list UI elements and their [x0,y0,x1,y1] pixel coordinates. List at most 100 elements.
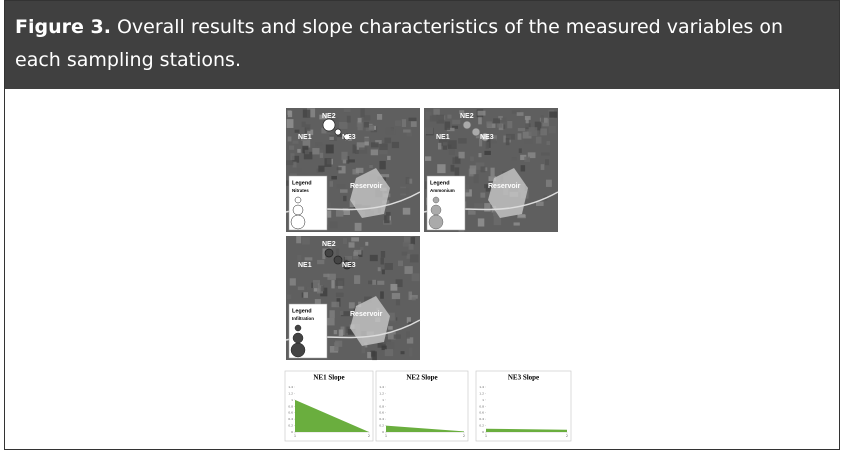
legend-title: Legend [292,180,312,186]
map-texture [388,326,393,330]
map-label: NE2 [322,113,336,120]
y-tick-label: 0.2 [379,424,384,428]
map-texture [351,237,359,241]
map-texture [547,141,551,145]
map-texture [474,174,479,183]
map-texture [402,119,406,127]
map-texture [406,331,409,338]
map-texture [518,128,525,131]
map-texture [478,111,486,116]
map-texture [386,128,394,134]
map-label: Reservoir [350,183,383,190]
map-texture [297,168,301,171]
map-texture [381,251,385,258]
map-texture [313,280,320,288]
y-tick-label: 1.4 [379,385,384,389]
map-texture [290,153,294,160]
map-texture [365,242,368,246]
map-texture [484,203,490,212]
station-marker [463,121,471,129]
map-texture [438,143,441,150]
map-texture [340,311,343,315]
y-tick-label: 0 [382,430,384,434]
legend-symbol [293,333,303,343]
map-texture [443,146,447,150]
map-texture [371,142,379,147]
y-tick-label: 0.6 [288,411,293,415]
map-texture [321,286,324,292]
map-texture [360,108,364,117]
chart-title: NE3 Slope [508,374,539,382]
map-texture [293,140,299,143]
map-texture [549,126,556,134]
map-texture [506,138,510,145]
map-texture [337,184,345,188]
map-texture [303,292,308,298]
map-label: Reservoir [488,183,521,190]
station-marker [325,249,333,257]
map-texture [329,137,333,140]
y-tick-label: 1.2 [479,391,484,395]
map-texture [481,166,486,172]
map-texture [377,114,382,120]
map-texture [331,302,339,308]
y-tick-label: 0.4 [379,417,384,421]
map-texture [317,260,324,264]
map-texture [329,181,333,187]
map-texture [336,209,343,216]
map-texture [386,212,391,215]
map-texture [524,140,532,144]
map-texture [297,255,301,261]
map-texture [541,115,544,122]
map-texture [549,112,557,118]
map-texture [490,168,494,177]
map-texture [356,168,364,173]
map-label: NE3 [480,134,494,141]
map-texture [360,247,364,250]
y-tick-label: 0.6 [379,411,384,415]
map-texture [296,236,301,243]
map-texture [324,158,331,167]
station-marker [472,128,480,136]
map-texture [357,122,362,130]
legend-title: Legend [292,308,312,314]
map-texture [377,281,384,285]
map-texture [297,149,300,153]
map-texture [295,130,300,133]
y-tick-label: 1.2 [288,391,293,395]
map-texture [493,118,500,123]
map-texture [344,108,351,112]
map-texture [430,116,439,122]
map-texture [394,334,401,338]
map-texture [459,152,465,159]
map-texture [287,119,294,128]
map-texture [409,118,417,121]
map-texture [349,242,355,247]
map-texture [385,349,393,356]
map-texture [395,120,401,126]
map-texture [336,278,345,286]
map-texture [353,256,359,259]
map-texture [380,291,384,298]
map-label: NE3 [342,262,356,269]
y-tick-label: 1 [482,398,484,402]
map-texture [335,341,342,347]
map-texture [372,280,376,285]
map-texture [364,122,369,128]
map-texture [289,146,294,150]
map-texture [517,112,524,116]
map-texture [406,177,410,184]
map-texture [403,208,410,215]
legend-symbol [291,215,305,229]
chart-title: NE1 Slope [313,374,344,382]
x-tick-label: 1 [294,434,296,438]
map-texture [331,280,334,288]
legend-symbol [433,197,439,203]
x-tick-label: 2 [566,434,568,438]
station-marker [335,129,341,135]
map-texture [392,293,400,299]
y-tick-label: 1 [382,398,384,402]
map-texture [410,254,419,262]
map-texture [546,180,552,187]
map-texture [507,121,512,128]
